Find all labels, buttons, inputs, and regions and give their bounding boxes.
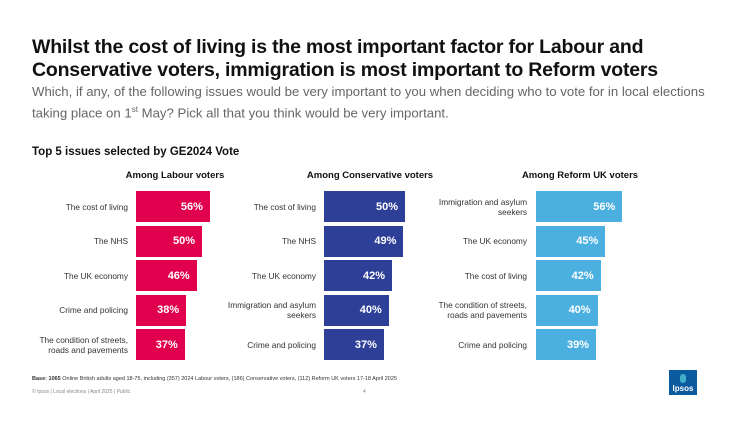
bar bbox=[324, 225, 404, 257]
category-label: The condition of streets, roads and pave… bbox=[438, 300, 527, 321]
data-label: 56% bbox=[180, 200, 203, 213]
data-label: 37% bbox=[155, 338, 178, 351]
subtitle-text: Which, if any, of the following issues w… bbox=[32, 84, 705, 121]
category-label: The UK economy bbox=[63, 270, 128, 281]
data-label: 56% bbox=[593, 200, 616, 213]
category-label: The cost of living bbox=[253, 201, 316, 212]
data-label: 42% bbox=[571, 269, 594, 282]
page-title: Whilst the cost of living is the most im… bbox=[32, 36, 658, 81]
data-label: 49% bbox=[374, 235, 397, 248]
category-label: The cost of living bbox=[65, 201, 128, 212]
footer-source: © Ipsos | Local elections | April 2025 |… bbox=[32, 389, 131, 395]
bar bbox=[536, 260, 601, 292]
bar bbox=[136, 260, 197, 292]
bar bbox=[136, 329, 185, 361]
bar bbox=[324, 294, 389, 326]
bar bbox=[136, 191, 210, 222]
bar bbox=[324, 191, 405, 222]
bar bbox=[324, 329, 384, 361]
subtitle-sup: st bbox=[131, 105, 138, 114]
data-label: 45% bbox=[576, 235, 599, 248]
bar bbox=[136, 225, 202, 257]
category-label: Crime and policing bbox=[247, 339, 316, 350]
data-label: 46% bbox=[167, 269, 190, 282]
category-label: Immigration and asylum seekers bbox=[227, 300, 316, 321]
data-label: 40% bbox=[568, 304, 591, 317]
page-subtitle: Which, if any, of the following issues w… bbox=[32, 83, 712, 122]
ipsos-logo: Ipsos bbox=[669, 370, 697, 395]
category-label: Immigration and asylum seekers bbox=[438, 196, 527, 217]
data-label: 38% bbox=[157, 304, 180, 317]
data-label: 39% bbox=[567, 338, 590, 351]
data-label: 42% bbox=[363, 269, 386, 282]
category-label: The NHS bbox=[281, 236, 316, 247]
panel-title: Among Labour voters bbox=[125, 170, 225, 181]
data-label: 37% bbox=[354, 338, 377, 351]
category-label: The NHS bbox=[93, 236, 128, 247]
data-label: 50% bbox=[172, 235, 195, 248]
data-label: 50% bbox=[375, 200, 398, 213]
category-label: The UK economy bbox=[462, 236, 527, 247]
subtitle-text-end: May? Pick all that you think would be ve… bbox=[137, 105, 449, 121]
base-text: Online British adults aged 18-75, includ… bbox=[60, 376, 397, 382]
bar bbox=[324, 260, 393, 292]
category-label: The condition of streets, roads and pave… bbox=[39, 334, 128, 355]
panel-title: Among Reform UK voters bbox=[521, 170, 639, 181]
base-note: Base: 1065 Online British adults aged 18… bbox=[32, 376, 397, 382]
page-number: 4 bbox=[363, 389, 366, 395]
category-label: The UK economy bbox=[251, 270, 316, 281]
category-label: Crime and policing bbox=[458, 339, 527, 350]
bar bbox=[536, 294, 598, 326]
logo-text: Ipsos bbox=[672, 384, 694, 393]
base-label: Base: 1065 bbox=[32, 376, 61, 382]
data-label: 40% bbox=[359, 304, 382, 317]
category-label: The cost of living bbox=[464, 270, 527, 281]
bar bbox=[136, 294, 187, 326]
category-label: Crime and policing bbox=[59, 305, 128, 316]
panel-title: Among Conservative voters bbox=[306, 170, 434, 181]
bar bbox=[536, 191, 623, 222]
bar bbox=[536, 225, 606, 257]
chart-title: Top 5 issues selected by GE2024 Vote bbox=[32, 146, 240, 158]
bar bbox=[536, 329, 597, 361]
